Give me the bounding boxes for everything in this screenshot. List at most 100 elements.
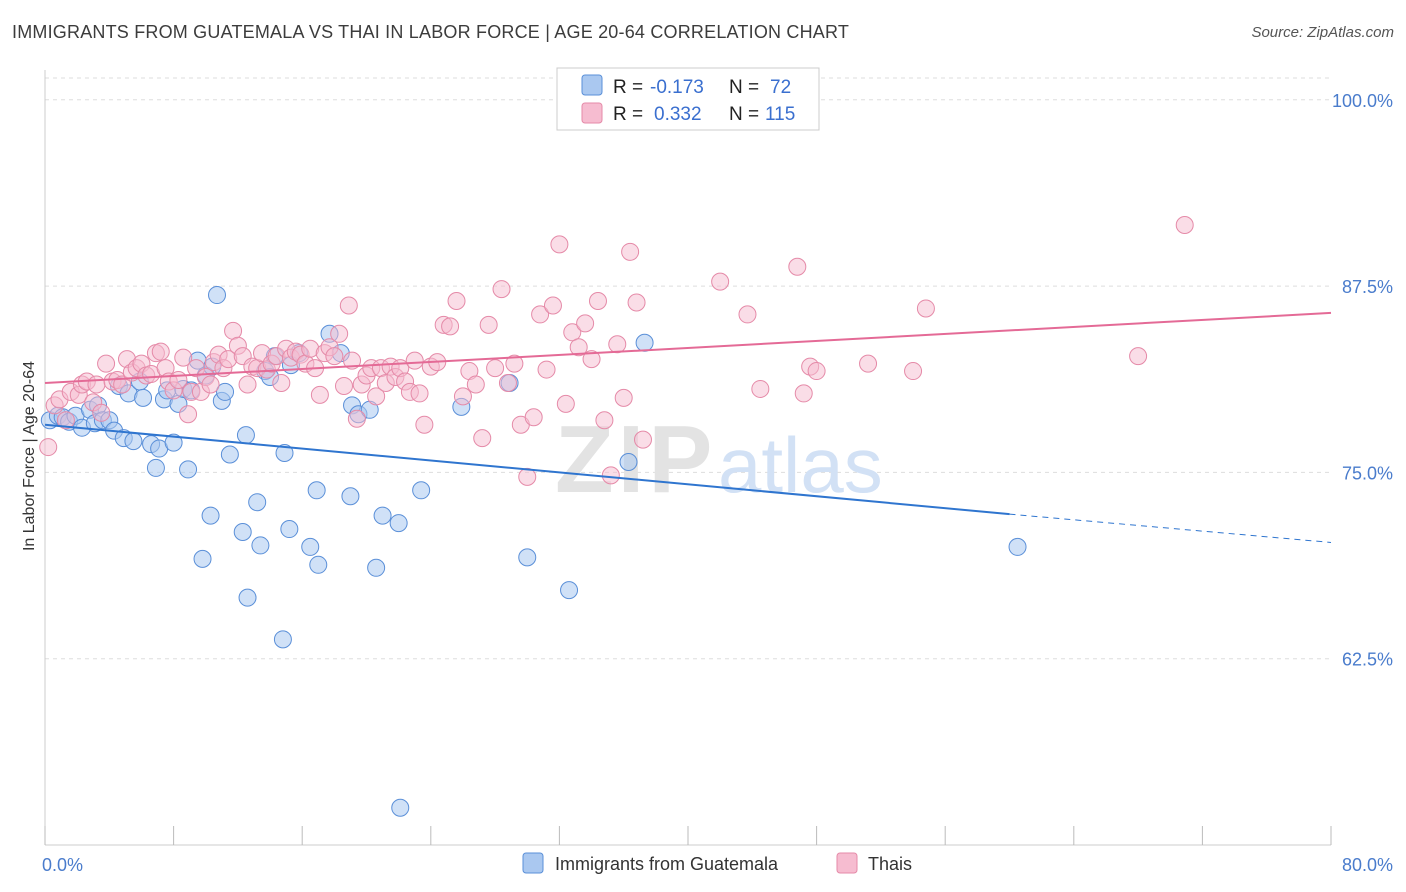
thai-point-63 — [343, 351, 362, 370]
thai-point-101 — [563, 323, 582, 342]
thai-point-0 — [39, 438, 58, 457]
guatemala-point-30 — [201, 506, 220, 525]
bottom-legend-label-guatemala: Immigrants from Guatemala — [555, 854, 779, 874]
thai-point-3 — [56, 411, 75, 430]
x-tick-label-0: 0.0% — [42, 855, 83, 875]
thai-point-92 — [505, 354, 524, 373]
thai-point-122 — [916, 299, 935, 318]
guatemala-point-58 — [367, 558, 386, 577]
guatemala-trend-line — [44, 423, 1010, 516]
thai-point-110 — [621, 242, 640, 261]
bottom-legend-swatch-guatemala — [522, 852, 544, 874]
legend-n-label-guatemala: N = — [729, 77, 759, 98]
thai-point-116 — [788, 257, 807, 276]
thai-point-91 — [498, 373, 517, 392]
trend-lines — [44, 311, 1332, 543]
legend-swatch-thai — [581, 102, 603, 124]
thai-point-77 — [410, 384, 429, 403]
thai-point-41 — [238, 375, 257, 394]
guatemala-point-54 — [341, 487, 360, 506]
legend-r-value-guatemala: -0.173 — [650, 77, 704, 98]
guatemala-point-39 — [248, 493, 267, 512]
thai-point-111 — [627, 293, 646, 312]
y-tick-label-3: 100.0% — [1332, 91, 1393, 111]
watermark-atlas: atlas — [718, 421, 883, 509]
guatemala-point-40 — [251, 536, 270, 555]
guatemala-point-67 — [635, 333, 654, 352]
legend-r-label-guatemala: R = — [613, 77, 643, 98]
thai-point-102 — [569, 338, 588, 357]
thai-point-38 — [224, 321, 243, 340]
bottom-legend-label-thai: Thais — [868, 854, 912, 874]
thai-point-28 — [179, 405, 198, 424]
legend-r-label-thai: R = — [613, 104, 643, 125]
y-tick-labels: 62.5% 75.0% 87.5% 100.0% — [1332, 91, 1393, 670]
guatemala-trend-extension — [1009, 513, 1332, 543]
thai-point-62 — [339, 296, 358, 315]
thai-point-97 — [537, 360, 556, 379]
thai-point-108 — [608, 335, 627, 354]
guatemala-point-36 — [193, 549, 212, 568]
thai-point-11 — [97, 354, 116, 373]
thai-point-78 — [415, 415, 434, 434]
thai-point-94 — [518, 467, 537, 486]
thai-point-90 — [492, 280, 511, 299]
guatemala-point-49 — [301, 537, 320, 556]
thai-point-14 — [113, 375, 132, 394]
thai-point-68 — [367, 387, 386, 406]
legend-n-value-thai: 115 — [765, 104, 795, 125]
x-tick-labels: 0.0% 80.0% — [42, 855, 1393, 875]
gridlines — [45, 77, 1331, 660]
thai-point-27 — [174, 348, 193, 367]
thai-point-124 — [1175, 216, 1194, 234]
source-credit: Source: ZipAtlas.com — [1251, 24, 1394, 41]
thai-point-123 — [1129, 347, 1148, 366]
thai-point-103 — [576, 314, 595, 333]
thai-point-104 — [582, 350, 601, 369]
chart-title: IMMIGRANTS FROM GUATEMALA VS THAI IN LAB… — [12, 22, 850, 42]
guatemala-point-23 — [164, 433, 183, 452]
series-thai-points — [39, 216, 1194, 486]
guatemala-point-37 — [233, 523, 252, 542]
thai-point-115 — [751, 379, 770, 398]
guatemala-point-19 — [146, 458, 165, 477]
thai-point-33 — [201, 375, 220, 394]
thai-point-82 — [441, 317, 460, 336]
thai-trend-line — [44, 311, 1332, 384]
guatemala-point-66 — [619, 452, 638, 471]
y-tick-label-1: 75.0% — [1342, 463, 1393, 483]
guatemala-point-60 — [389, 514, 408, 533]
thai-point-76 — [405, 351, 424, 370]
guatemala-point-64 — [518, 548, 537, 567]
guatemala-point-15 — [124, 432, 143, 451]
legend-r-value-thai: 0.332 — [654, 104, 702, 125]
thai-point-86 — [466, 375, 485, 394]
bottom-legend: Immigrants from Guatemala Thais — [522, 852, 912, 874]
thai-point-22 — [151, 342, 170, 361]
thai-point-84 — [453, 387, 472, 406]
thai-point-106 — [595, 411, 614, 430]
legend-n-value-guatemala: 72 — [770, 77, 791, 98]
guatemala-point-35 — [220, 445, 239, 464]
x-tick-label-1: 80.0% — [1342, 855, 1393, 875]
thai-point-114 — [738, 305, 757, 324]
thai-point-120 — [859, 354, 878, 373]
thai-point-95 — [524, 408, 543, 427]
guatemala-point-26 — [179, 460, 198, 479]
guatemala-point-17 — [134, 388, 153, 407]
thai-point-61 — [334, 376, 353, 395]
guatemala-point-48 — [273, 630, 292, 649]
thai-point-87 — [473, 429, 492, 448]
thai-point-119 — [807, 362, 826, 381]
legend-n-label-thai: N = — [729, 104, 759, 125]
thai-point-83 — [447, 292, 466, 311]
axes — [44, 70, 1332, 846]
stats-legend: R = -0.173 N = 72 R = 0.332 N = 115 — [556, 67, 820, 131]
thai-point-100 — [556, 394, 575, 413]
thai-point-88 — [479, 315, 498, 334]
guatemala-point-34 — [216, 382, 235, 401]
guatemala-point-65 — [560, 581, 579, 600]
guatemala-point-71 — [236, 426, 255, 445]
thai-point-99 — [550, 235, 569, 254]
